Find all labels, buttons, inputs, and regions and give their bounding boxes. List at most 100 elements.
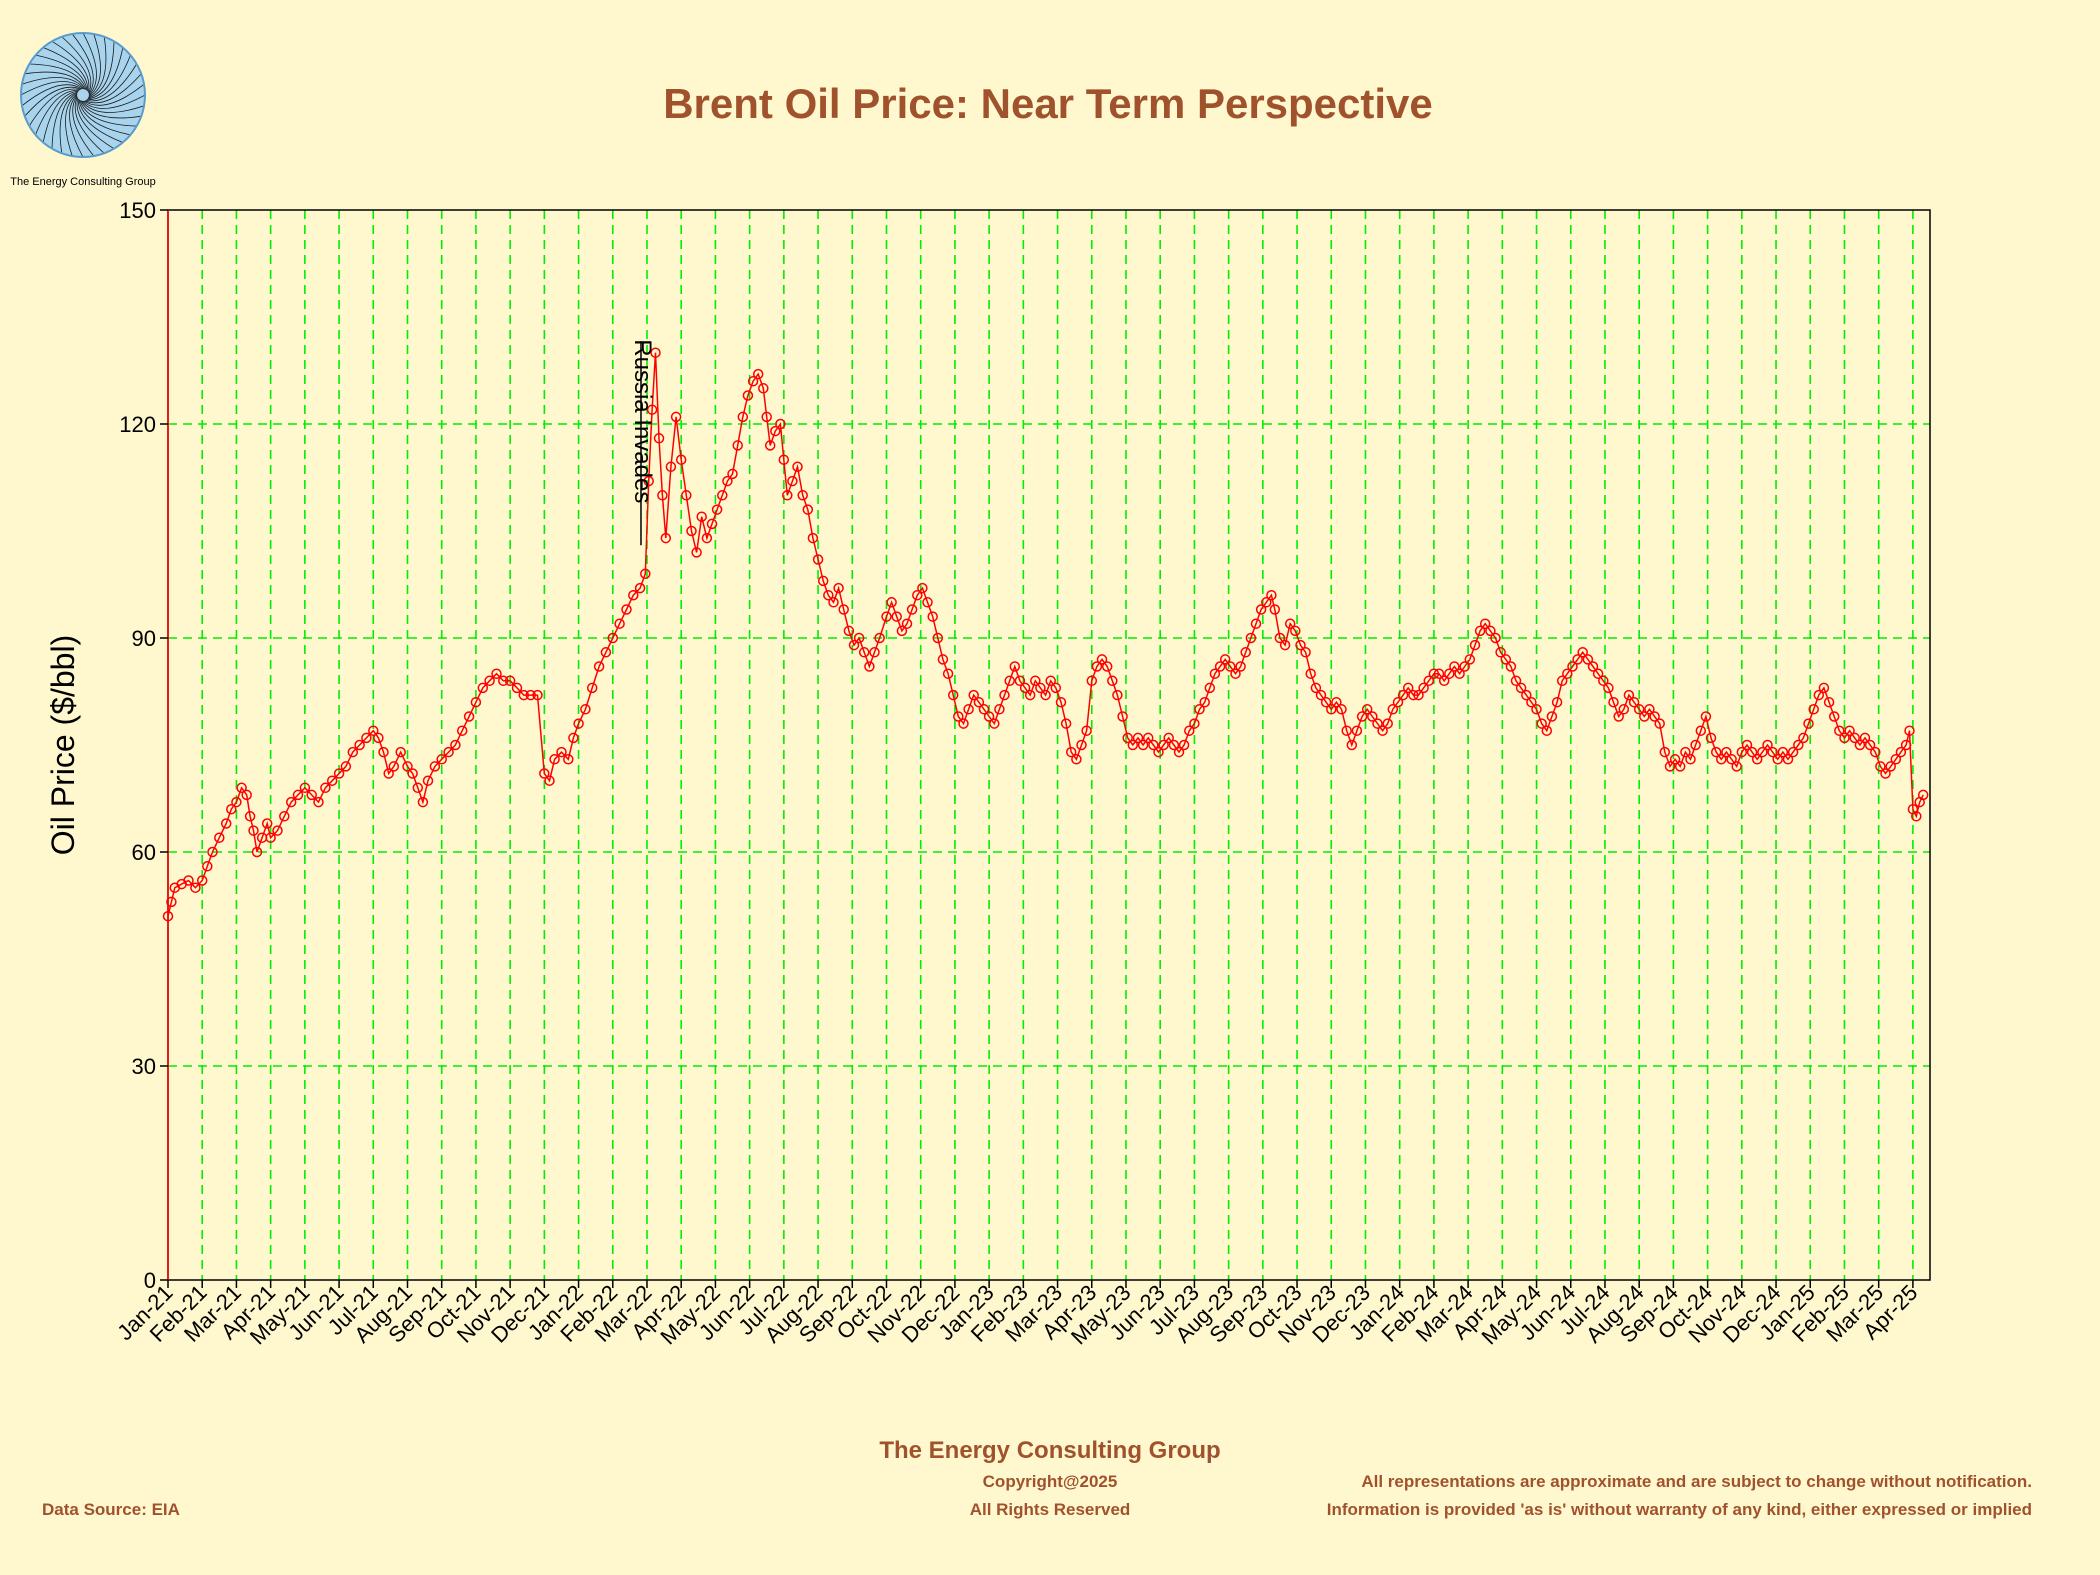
data-point	[518, 689, 530, 701]
data-point	[1818, 682, 1830, 694]
data-point	[1320, 696, 1332, 708]
logo-spiral-line	[43, 47, 89, 92]
data-point	[858, 647, 870, 658]
data-point	[443, 746, 454, 758]
data-point	[942, 668, 954, 679]
data-point	[1060, 718, 1072, 729]
data-point	[1798, 732, 1809, 744]
data-point	[1163, 732, 1174, 744]
data-point	[696, 511, 707, 522]
data-point	[628, 589, 639, 601]
grid	[168, 210, 1930, 1280]
logo-spiral-line	[51, 91, 79, 149]
data-point	[354, 739, 365, 751]
data-point	[586, 682, 598, 694]
data-point	[580, 704, 591, 715]
logo-spiral-line	[29, 63, 87, 91]
data-point	[1767, 746, 1778, 758]
data-point	[953, 711, 964, 722]
data-point	[778, 454, 790, 465]
data-point	[463, 711, 475, 722]
data-point	[770, 425, 781, 437]
data-point	[1269, 604, 1281, 615]
data-point	[843, 625, 855, 637]
data-point	[395, 746, 406, 758]
data-point	[456, 725, 468, 736]
data-point	[261, 818, 273, 829]
data-point	[1076, 739, 1087, 751]
data-point	[1741, 739, 1753, 751]
plot-frame	[167, 209, 1931, 1281]
data-point	[373, 732, 384, 744]
data-point	[1628, 696, 1640, 708]
data-point	[973, 696, 985, 708]
data-point	[1608, 696, 1619, 708]
data-point	[646, 404, 658, 415]
data-point	[1235, 661, 1246, 672]
data-point	[1495, 647, 1506, 658]
data-point	[1158, 739, 1169, 751]
data-point	[1127, 739, 1139, 751]
data-point	[1178, 739, 1190, 751]
data-point	[1510, 675, 1522, 687]
data-point	[1122, 732, 1133, 744]
data-point	[853, 632, 865, 644]
data-point	[539, 768, 550, 779]
data-point	[272, 825, 283, 836]
data-point	[1911, 811, 1922, 822]
data-point	[306, 789, 317, 801]
data-point	[1500, 654, 1512, 665]
logo-spiral-line	[22, 81, 84, 96]
logo-spiral-line	[83, 83, 144, 106]
logo-spiral-line	[22, 84, 83, 107]
data-point	[1875, 761, 1886, 772]
data-point	[1219, 654, 1231, 665]
data-point	[549, 754, 560, 765]
data-point	[1659, 746, 1671, 758]
data-point	[828, 597, 839, 608]
logo-spiral-line	[87, 41, 115, 99]
data-point	[1839, 732, 1850, 744]
data-point	[968, 689, 979, 701]
data-point	[1464, 654, 1476, 665]
data-point	[166, 896, 177, 908]
data-point	[1746, 746, 1758, 758]
data-point	[1315, 689, 1327, 701]
y-axis-label: Oil Price ($/bbl)	[45, 635, 81, 856]
data-point	[1556, 675, 1568, 687]
data-point	[1413, 689, 1424, 701]
data-point	[1341, 725, 1352, 736]
data-point	[1086, 675, 1098, 687]
series-line	[167, 352, 1924, 917]
data-point	[477, 682, 489, 694]
data-point	[544, 775, 555, 786]
data-point	[1153, 746, 1164, 758]
data-point	[417, 796, 429, 808]
data-point	[701, 532, 713, 544]
data-point	[1900, 739, 1912, 751]
data-point	[782, 490, 793, 501]
data-point	[1071, 754, 1082, 765]
data-point	[797, 490, 808, 501]
logo-spiral-line	[72, 95, 95, 156]
data-point	[251, 846, 263, 858]
data-point	[1367, 711, 1378, 722]
data-point	[593, 661, 605, 672]
data-point	[1664, 761, 1676, 772]
data-point	[1214, 661, 1226, 672]
data-point	[947, 689, 959, 701]
spiral-logo-icon	[20, 32, 146, 158]
data-point	[1310, 682, 1322, 694]
logo-spiral-line	[82, 34, 97, 96]
logo-spiral-line	[61, 36, 92, 94]
data-point	[1526, 696, 1537, 708]
data-point	[1726, 754, 1737, 765]
data-point	[901, 618, 913, 629]
data-point	[220, 818, 232, 829]
data-point	[838, 604, 849, 615]
data-point	[241, 789, 252, 801]
data-point	[1695, 725, 1707, 736]
logo-spiral-line	[28, 88, 81, 127]
data-point	[190, 882, 201, 893]
data-point	[1577, 647, 1588, 658]
